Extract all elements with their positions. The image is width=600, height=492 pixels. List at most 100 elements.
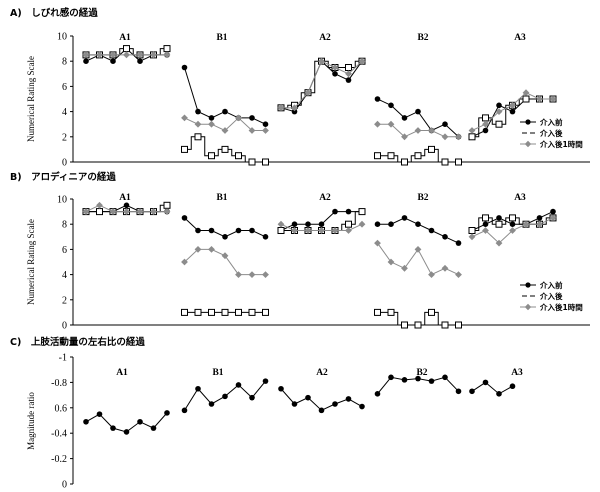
data-point <box>318 407 325 414</box>
data-point <box>401 158 408 166</box>
data-point <box>388 374 394 381</box>
data-point <box>208 120 215 128</box>
data-point <box>415 221 421 227</box>
phase-label: B2 <box>417 33 428 43</box>
y-tick-label: 0 <box>62 480 67 491</box>
data-point <box>495 239 503 247</box>
phase-label: B1 <box>212 368 223 378</box>
data-point <box>194 246 202 253</box>
data-point <box>401 264 408 272</box>
data-point <box>150 208 157 215</box>
data-point <box>208 308 215 316</box>
legend-label: 介入後1時間 <box>539 302 583 312</box>
data-point <box>249 394 255 401</box>
data-point <box>137 418 143 425</box>
data-point <box>208 115 215 121</box>
data-point <box>291 401 298 407</box>
data-point <box>549 95 557 103</box>
data-point <box>509 383 516 390</box>
data-point <box>277 227 285 234</box>
data-point <box>163 208 171 215</box>
data-point <box>195 385 201 392</box>
data-point <box>305 221 311 227</box>
y-axis-label: Numerical Rating Scale <box>26 219 36 305</box>
panel-title: B) アロディニアの経過 <box>10 171 116 183</box>
y-tick-label: -0.2 <box>51 454 67 465</box>
y-tick-label: 4 <box>62 107 67 118</box>
legend-marker <box>524 140 532 148</box>
data-point <box>468 233 476 241</box>
phase-label: B1 <box>216 193 227 203</box>
data-point <box>332 208 338 215</box>
data-point <box>428 127 435 134</box>
y-tick-label: 10 <box>57 32 67 43</box>
data-point <box>442 121 448 127</box>
data-point <box>482 114 489 122</box>
data-point <box>195 108 201 115</box>
y-tick-label: -0.8 <box>51 378 67 389</box>
data-point <box>401 377 408 383</box>
data-point <box>414 321 422 329</box>
data-point <box>110 58 116 64</box>
data-point <box>345 220 352 228</box>
data-point <box>388 102 394 109</box>
data-point <box>222 108 228 115</box>
data-point <box>358 220 366 228</box>
data-point <box>83 58 89 64</box>
data-point <box>305 394 311 401</box>
data-point <box>208 246 215 253</box>
y-tick-label: 4 <box>62 270 67 281</box>
data-point <box>304 227 312 234</box>
data-point <box>374 152 381 160</box>
data-point <box>137 58 143 64</box>
legend-marker <box>525 119 531 125</box>
y-tick-label: 10 <box>57 195 67 206</box>
data-point <box>304 89 312 97</box>
data-point <box>536 95 543 103</box>
data-point <box>549 214 557 222</box>
data-point <box>387 308 395 316</box>
data-point <box>332 71 338 77</box>
data-point <box>194 308 202 316</box>
data-point <box>387 120 395 128</box>
data-point <box>442 234 448 240</box>
data-point <box>235 152 242 160</box>
data-point <box>509 227 516 234</box>
data-point <box>345 64 352 71</box>
data-point <box>482 227 489 234</box>
data-point <box>82 208 90 215</box>
data-point <box>291 227 298 234</box>
data-point <box>235 227 242 234</box>
y-tick-label: 6 <box>62 82 67 93</box>
data-point <box>96 51 103 59</box>
data-point <box>194 120 202 128</box>
data-point <box>455 271 462 278</box>
data-point <box>345 396 352 402</box>
data-point <box>195 227 201 234</box>
data-point <box>495 220 503 228</box>
data-point <box>522 95 530 103</box>
data-point <box>82 51 90 59</box>
data-point <box>277 104 285 112</box>
data-point <box>248 271 256 278</box>
data-point <box>163 51 171 59</box>
data-point <box>455 133 462 141</box>
data-point <box>181 64 188 71</box>
data-point <box>482 214 489 222</box>
data-point <box>469 388 475 395</box>
data-point <box>374 239 381 247</box>
data-point <box>248 308 256 316</box>
data-point <box>415 375 421 382</box>
data-point <box>414 152 422 160</box>
data-point <box>123 51 130 59</box>
data-point <box>374 221 381 227</box>
data-point <box>522 220 530 228</box>
data-point <box>482 379 489 386</box>
data-point <box>468 127 476 134</box>
data-point <box>262 378 269 384</box>
y-axis-label: Magnitude ratio <box>26 392 36 450</box>
data-point <box>222 234 228 240</box>
data-point <box>345 227 352 234</box>
data-point <box>428 145 435 153</box>
